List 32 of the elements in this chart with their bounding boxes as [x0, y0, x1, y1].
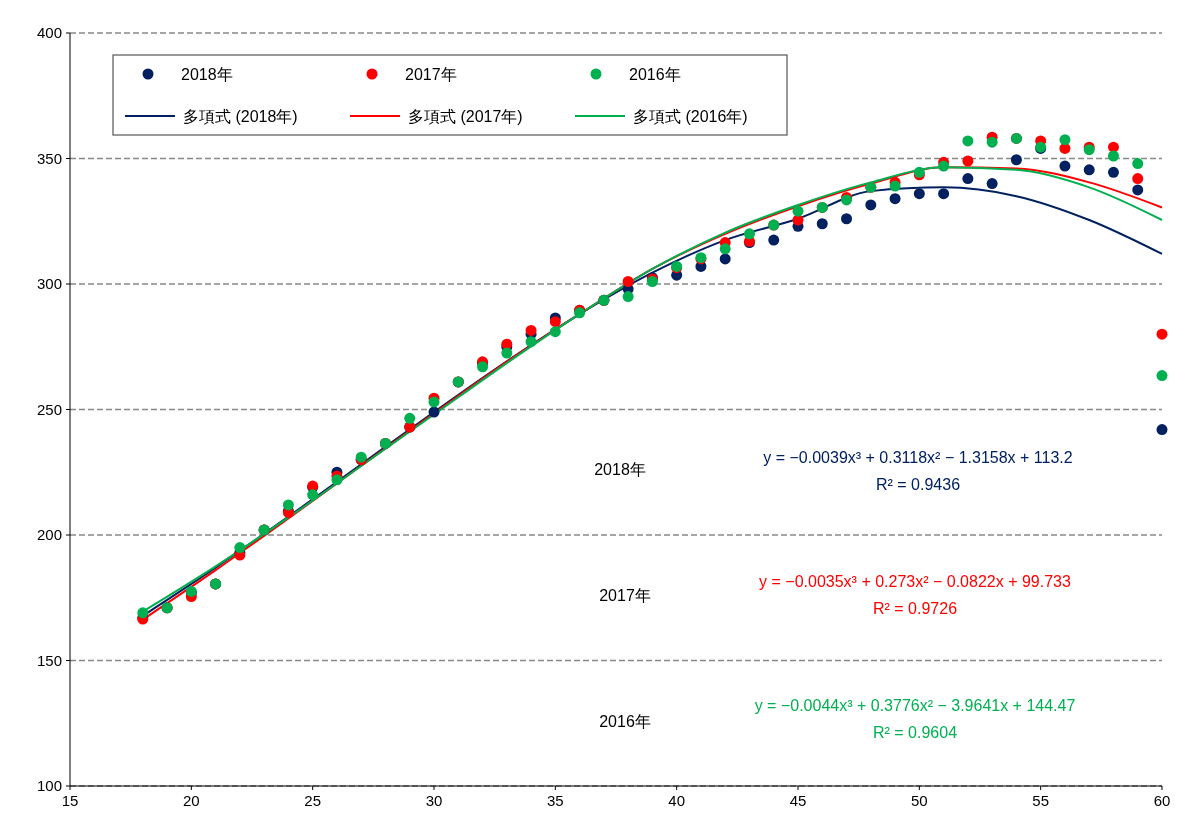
x-tick-label: 20 [182, 792, 200, 809]
x-tick-label: 35 [546, 792, 564, 809]
y-tick-label: 100 [36, 777, 62, 795]
y-tick-label: 200 [36, 526, 62, 544]
x-tick-label: 25 [304, 792, 322, 809]
legend-label: 多項式 (2016年) [633, 108, 748, 125]
annotation: y = −0.0035x³ + 0.273x² − 0.0822x + 99.733 [759, 573, 1071, 590]
legend-label: 2016年 [629, 66, 681, 83]
annotation: R² = 0.9726 [872, 600, 958, 617]
legend-label: 2017年 [405, 66, 457, 83]
annotation: R² = 0.9436 [875, 476, 961, 493]
annotation: R² = 0.9604 [872, 724, 958, 741]
annotation: y = −0.0044x³ + 0.3776x² − 3.9641x + 144.47 [754, 697, 1076, 714]
x-tick-label: 50 [910, 792, 928, 809]
annotation: 2016年 [599, 713, 651, 730]
y-tick-label: 300 [36, 275, 62, 293]
y-tick-label: 250 [36, 400, 62, 418]
annotation: 2018年 [594, 461, 646, 478]
legend-label: 多項式 (2018年) [183, 108, 298, 125]
x-tick-label: 55 [1032, 792, 1050, 809]
x-tick-label: 15 [61, 792, 79, 809]
y-tick-label: 400 [36, 24, 62, 42]
x-tick-label: 45 [789, 792, 807, 809]
annotation: y = −0.0039x³ + 0.3118x² − 1.3158x + 113.2 [763, 449, 1073, 466]
legend-label: 2018年 [181, 66, 233, 83]
y-tick-label: 350 [36, 149, 62, 167]
annotation: 2017年 [599, 587, 651, 604]
x-tick-label: 30 [425, 792, 443, 809]
legend-label: 多項式 (2017年) [408, 108, 523, 125]
x-tick-label: 60 [1153, 792, 1171, 809]
y-tick-label: 150 [36, 651, 62, 669]
x-tick-label: 40 [668, 792, 686, 809]
